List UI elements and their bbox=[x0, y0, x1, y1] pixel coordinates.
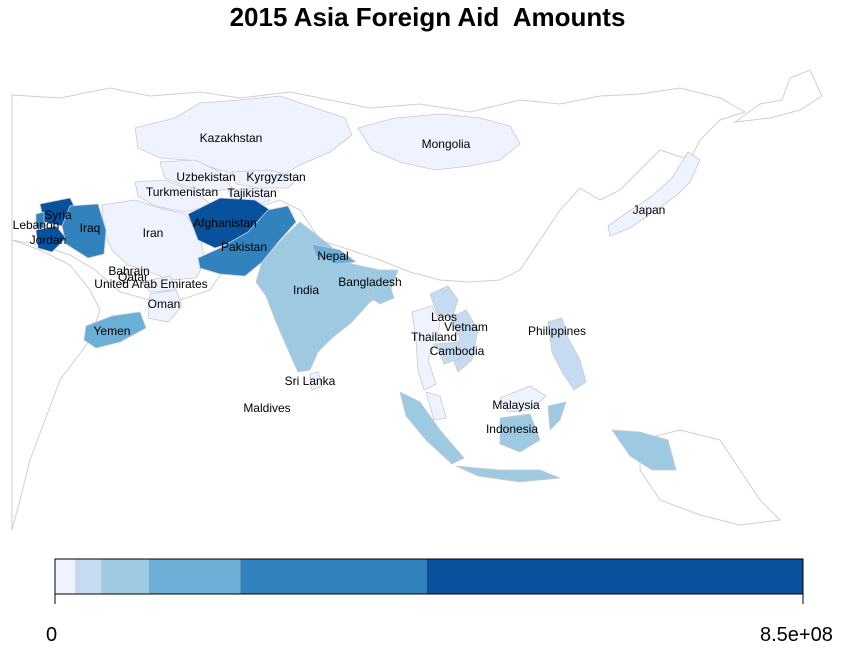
label-indonesia: Indonesia bbox=[486, 422, 538, 436]
legend-max-label: 8.5e+08 bbox=[760, 624, 833, 646]
legend-colorbar bbox=[55, 559, 803, 594]
label-india: India bbox=[293, 283, 319, 297]
legend-bin-0 bbox=[55, 559, 75, 594]
legend-min-label: 0 bbox=[46, 624, 58, 646]
label-maldives: Maldives bbox=[243, 401, 290, 415]
label-vietnam: Vietnam bbox=[444, 320, 488, 334]
label-cambodia: Cambodia bbox=[430, 344, 485, 358]
label-jordan: Jordan bbox=[30, 233, 67, 247]
region-pakistan bbox=[197, 205, 297, 277]
label-pakistan: Pakistan bbox=[221, 240, 267, 254]
region-iran bbox=[101, 199, 206, 281]
region-japan bbox=[607, 151, 701, 237]
label-oman: Oman bbox=[148, 297, 181, 311]
label-iran: Iran bbox=[143, 226, 164, 240]
region-cambodia bbox=[435, 341, 463, 365]
region-bangladesh bbox=[367, 279, 395, 305]
label-iraq: Iraq bbox=[80, 221, 101, 235]
label-japan: Japan bbox=[633, 203, 666, 217]
label-malaysia: Malaysia bbox=[492, 398, 540, 412]
label-kazakhstan: Kazakhstan bbox=[200, 131, 263, 145]
region-yemen bbox=[83, 311, 147, 349]
label-bahrain: Bahrain bbox=[108, 264, 149, 278]
label-uae: United Arab Emirates bbox=[94, 277, 207, 291]
legend-bin-1 bbox=[74, 559, 102, 594]
label-afghanistan: Afghanistan bbox=[193, 216, 256, 230]
label-kyrgyzstan: Kyrgyzstan bbox=[246, 170, 305, 184]
region-oman bbox=[147, 289, 183, 323]
label-uzbekistan: Uzbekistan bbox=[176, 170, 235, 184]
legend-bin-3 bbox=[148, 559, 241, 594]
label-nepal: Nepal bbox=[317, 249, 348, 263]
page-title: 2015 Asia Foreign Aid Amounts bbox=[229, 2, 626, 32]
region-indonesia bbox=[399, 391, 677, 483]
region-sri-lanka bbox=[309, 371, 323, 391]
label-laos: Laos bbox=[431, 310, 457, 324]
label-turkmenistan: Turkmenistan bbox=[146, 185, 218, 199]
label-thailand: Thailand bbox=[411, 330, 457, 344]
region-bahrain bbox=[123, 269, 129, 275]
region-iraq bbox=[61, 203, 107, 259]
region-nepal bbox=[311, 243, 358, 265]
label-lebanon: Lebanon bbox=[13, 218, 60, 232]
country-labels: Kazakhstan Mongolia Uzbekistan Kyrgyzsta… bbox=[13, 131, 666, 436]
legend-bin-4 bbox=[240, 559, 427, 594]
region-kyrgyzstan bbox=[231, 169, 299, 189]
label-bangladesh: Bangladesh bbox=[338, 275, 401, 289]
label-syria: Syria bbox=[44, 208, 72, 222]
label-philippines: Philippines bbox=[528, 324, 586, 338]
region-jordan bbox=[35, 225, 67, 253]
region-philippines bbox=[547, 317, 587, 391]
country-shapes bbox=[35, 95, 701, 483]
label-mongolia: Mongolia bbox=[422, 137, 471, 151]
label-yemen: Yemen bbox=[94, 324, 131, 338]
region-mongolia bbox=[357, 113, 521, 171]
legend-frame bbox=[54, 558, 804, 595]
region-laos bbox=[429, 285, 459, 319]
region-kazakhstan bbox=[134, 95, 353, 179]
region-uzbekistan bbox=[159, 159, 233, 193]
label-tajikistan: Tajikistan bbox=[227, 186, 276, 200]
legend-bin-2 bbox=[101, 559, 149, 594]
label-qatar: Qatar bbox=[118, 270, 148, 284]
region-qatar bbox=[129, 271, 137, 281]
region-thailand bbox=[411, 305, 441, 391]
label-sri-lanka: Sri Lanka bbox=[285, 374, 336, 388]
region-malaysia bbox=[425, 385, 547, 421]
region-india bbox=[255, 221, 399, 373]
legend-bin-5 bbox=[426, 559, 803, 594]
